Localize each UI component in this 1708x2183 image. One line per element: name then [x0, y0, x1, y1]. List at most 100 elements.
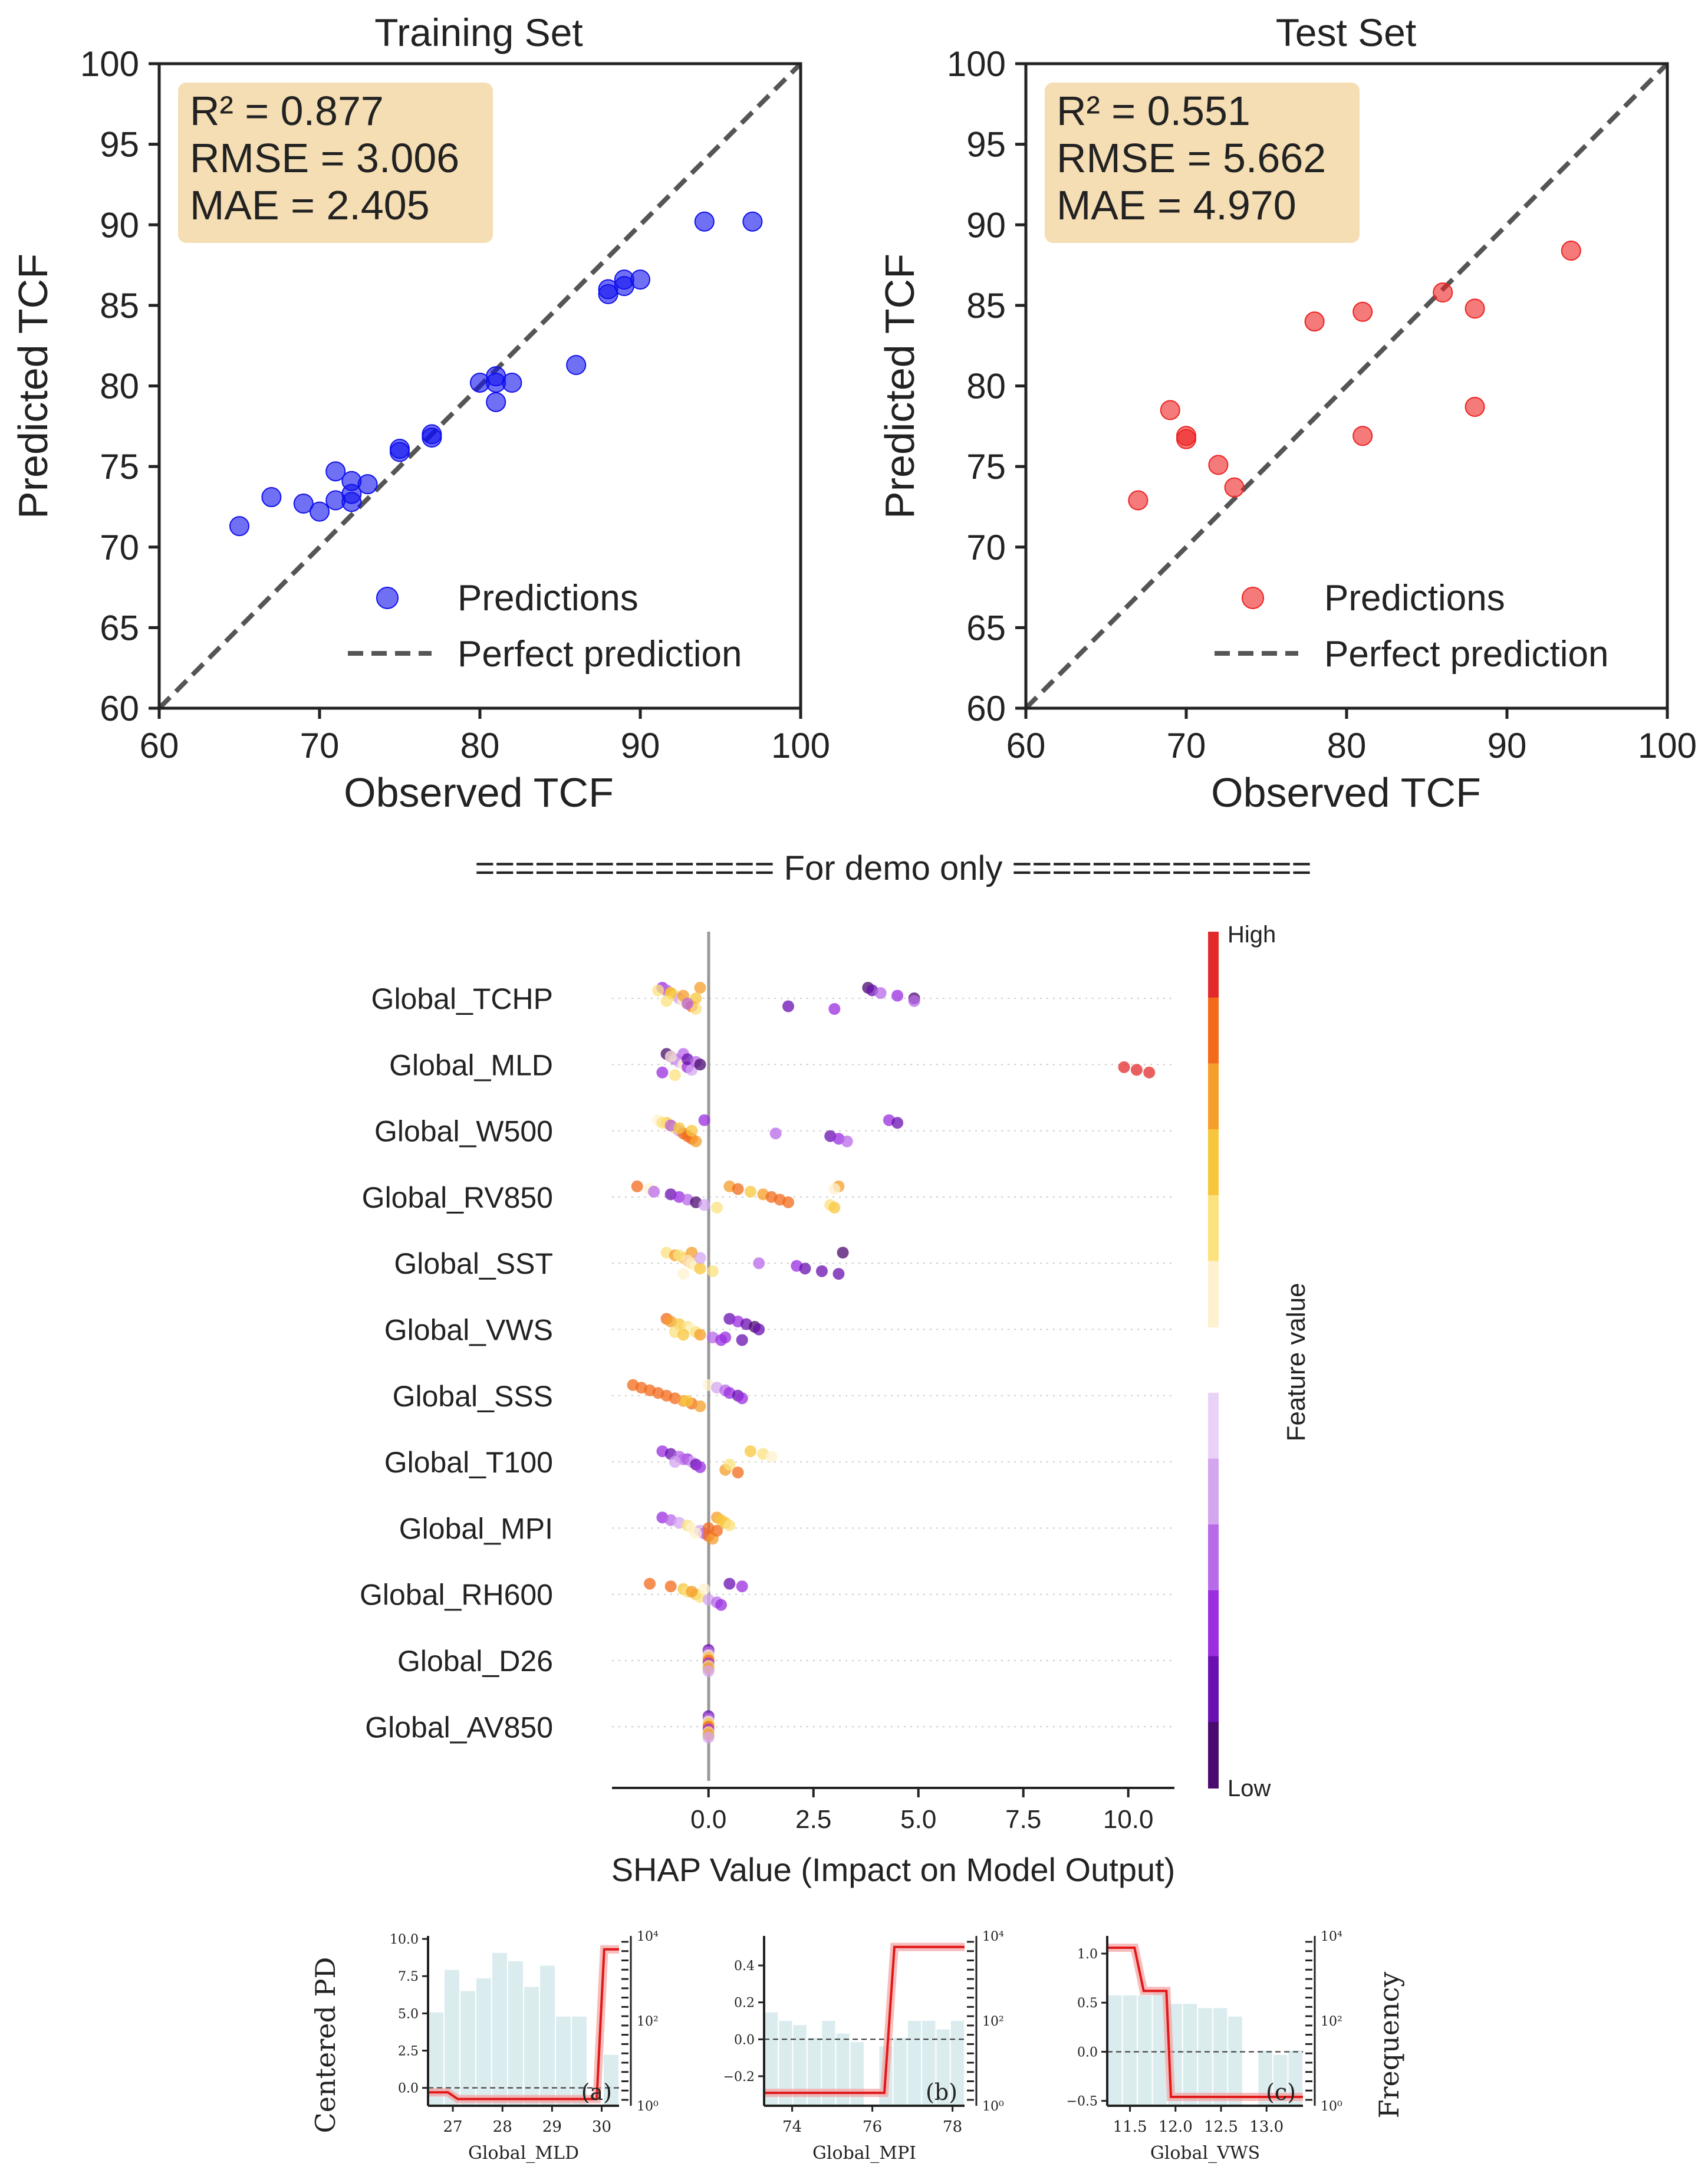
test-rmse: RMSE = 5.662 — [1057, 135, 1326, 181]
training-legend-line-label: Perfect prediction — [458, 634, 742, 675]
y-tick-label: 80 — [966, 367, 1006, 406]
x-tick-label: 90 — [1487, 726, 1527, 765]
shap-point — [744, 1445, 756, 1458]
test-title: Test Set — [1276, 11, 1416, 54]
pd-xlabel: Global_MLD — [468, 2143, 579, 2164]
y-tick-label: 95 — [966, 125, 1006, 165]
feature-label: Global_SST — [394, 1247, 553, 1280]
data-point — [1304, 311, 1325, 332]
histogram-bar — [922, 2021, 936, 2106]
shap-point — [631, 1180, 643, 1192]
histogram-bar — [950, 2021, 964, 2106]
y-tick-label: 0.2 — [734, 1996, 755, 2011]
shap-point — [715, 1599, 728, 1611]
shap-point — [753, 1323, 765, 1336]
test-chart: Test Set 60 70 80 90 1006065707580859095100 … — [877, 11, 1697, 816]
training-rmse: RMSE = 3.006 — [190, 135, 459, 181]
data-point — [1433, 282, 1453, 303]
data-point — [293, 493, 314, 514]
shap-point — [723, 1577, 736, 1590]
histogram-bar — [572, 2016, 587, 2106]
histogram-bar — [476, 1978, 491, 2106]
x-tick-label: 12.0 — [1159, 2118, 1193, 2136]
frequency-tick-label: 10⁴ — [982, 1929, 1004, 1944]
histogram-bar — [893, 2037, 907, 2106]
x-tick-label: 78 — [943, 2118, 962, 2136]
x-tick-label: 27 — [443, 2118, 463, 2136]
histogram-bar — [822, 2021, 835, 2106]
shap-point — [682, 998, 694, 1010]
test-legend-points: Predictions — [1324, 578, 1505, 619]
colorbar-segment — [1208, 1129, 1219, 1196]
shap-point — [669, 1456, 681, 1468]
data-point — [1176, 426, 1196, 446]
feature-label: Global_SSS — [393, 1380, 553, 1413]
colorbar-segment — [1208, 1195, 1219, 1262]
data-point — [1465, 298, 1485, 319]
colorbar-segment — [1208, 1392, 1219, 1459]
x-tick-label: 60 — [1006, 726, 1046, 765]
shap-point — [698, 1199, 710, 1211]
x-tick-label: 28 — [493, 2118, 512, 2136]
shap-point — [694, 1263, 706, 1275]
data-point — [502, 373, 522, 393]
histogram-bar — [460, 1991, 475, 2106]
feature-label: Global_RH600 — [360, 1579, 553, 1612]
x-tick-label: 70 — [300, 726, 340, 765]
x-tick-label: 7.5 — [1005, 1805, 1041, 1834]
pd-xlabel: Global_VWS — [1150, 2143, 1260, 2164]
y-tick-label: 90 — [100, 205, 139, 245]
x-tick-label: 80 — [1327, 726, 1367, 765]
y-tick-label: 0.5 — [1077, 1996, 1098, 2011]
data-point — [486, 392, 506, 412]
x-tick-label: 70 — [1167, 726, 1206, 765]
shap-point — [673, 1122, 685, 1135]
histogram-bar — [836, 2033, 850, 2106]
shap-point — [874, 987, 887, 999]
shap-summary-chart: Global_TCHP Global_MLD Global_W500 Global_R… — [360, 922, 1311, 1888]
shap-point — [782, 1000, 795, 1012]
data-point — [694, 211, 715, 232]
shap-point — [652, 984, 664, 997]
data-point — [261, 487, 282, 508]
shap-point — [690, 992, 702, 1004]
x-tick-label: 74 — [782, 2118, 802, 2136]
histogram-bar — [556, 2016, 571, 2106]
frequency-tick-label: 10⁴ — [637, 1929, 659, 1944]
data-point — [1128, 490, 1148, 511]
test-legend-line-label: Perfect prediction — [1324, 634, 1608, 675]
shap-point — [710, 1201, 723, 1214]
x-tick-label: 11.5 — [1113, 2118, 1147, 2136]
y-tick-label: 65 — [966, 608, 1006, 647]
x-tick-label: 10.0 — [1103, 1805, 1154, 1834]
test-r2: R² = 0.551 — [1057, 88, 1250, 134]
shap-point — [677, 1329, 690, 1341]
shap-point — [694, 1400, 706, 1412]
shap-point — [908, 995, 920, 1007]
shap-point — [837, 1247, 849, 1259]
frequency-tick-label: 10² — [982, 2014, 1004, 2029]
training-legend-marker — [376, 587, 399, 609]
shap-point — [686, 1586, 698, 1598]
test-xlabel: Observed TCF — [1211, 770, 1481, 816]
shap-point — [698, 1114, 710, 1126]
pd-line — [428, 1948, 619, 2100]
test-legend: Predictions Perfect prediction — [1215, 578, 1608, 675]
histogram-bar — [793, 2025, 807, 2106]
histogram-bar — [765, 2012, 778, 2106]
histogram-bar — [1138, 1995, 1152, 2106]
x-tick-label: 90 — [621, 726, 660, 765]
histogram-bar — [1288, 2050, 1302, 2106]
shap-point — [686, 1125, 698, 1137]
colorbar-low-label: Low — [1227, 1776, 1271, 1801]
shap-point — [841, 1135, 853, 1148]
colorbar-segment — [1208, 1524, 1219, 1591]
feature-label: Global_AV850 — [365, 1711, 553, 1744]
perfect-prediction-line — [1024, 62, 1669, 710]
shap-point — [723, 1519, 736, 1531]
histogram-bar — [1108, 1995, 1122, 2106]
pd-ylabel: Centered PD — [310, 1957, 341, 2133]
shap-point — [648, 1185, 660, 1198]
histogram-bar — [779, 2021, 792, 2106]
y-tick-label: 1.0 — [1077, 1947, 1098, 1962]
